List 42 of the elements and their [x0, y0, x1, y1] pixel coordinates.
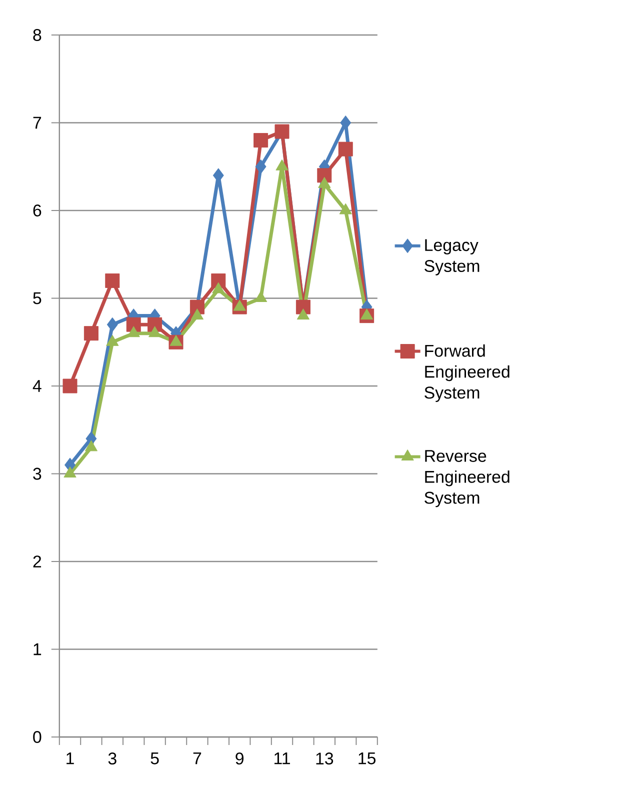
- point: [255, 159, 266, 174]
- point: [233, 300, 246, 311]
- point: [254, 133, 268, 148]
- y-tick-label: 5: [33, 292, 42, 304]
- x-tick-label: 11: [274, 752, 290, 764]
- point: [105, 273, 120, 288]
- x-tick-label: 13: [316, 752, 334, 765]
- y-tick-label: 1: [34, 643, 42, 656]
- x-tick-label: 3: [108, 752, 116, 765]
- legend-label: Reverse Engineered System: [424, 450, 510, 508]
- point: [339, 203, 352, 214]
- point: [148, 326, 162, 338]
- point: [84, 440, 98, 452]
- point: [190, 308, 204, 320]
- point: [62, 378, 78, 394]
- y-tick-label: 3: [33, 468, 42, 480]
- point: [338, 142, 353, 156]
- x-tick-label: 1: [66, 752, 74, 764]
- y-tick-label: 8: [33, 29, 42, 41]
- point: [127, 326, 140, 338]
- point: [296, 308, 310, 320]
- x-tick-label: 9: [236, 752, 244, 765]
- point: [84, 326, 98, 341]
- y-tick-label: 6: [33, 204, 42, 216]
- x-tick-label: 7: [193, 752, 202, 764]
- x-tick-label: 15: [358, 752, 376, 764]
- y-tick-label: 0: [33, 731, 42, 743]
- point: [211, 273, 226, 288]
- point: [212, 282, 225, 294]
- y-tick-label: 2: [33, 556, 42, 568]
- point: [170, 334, 182, 346]
- point: [148, 317, 162, 332]
- point: [360, 308, 374, 320]
- point: [106, 334, 119, 346]
- y-tick-label: 4: [32, 380, 42, 392]
- point: [106, 317, 118, 332]
- x-tick-label: 5: [150, 752, 159, 764]
- legend-label: Legacy System: [424, 239, 480, 276]
- legend-label: Forward Engineered System: [424, 344, 510, 402]
- point: [126, 317, 141, 332]
- y-tick-label: 7: [33, 116, 42, 129]
- point: [64, 466, 76, 478]
